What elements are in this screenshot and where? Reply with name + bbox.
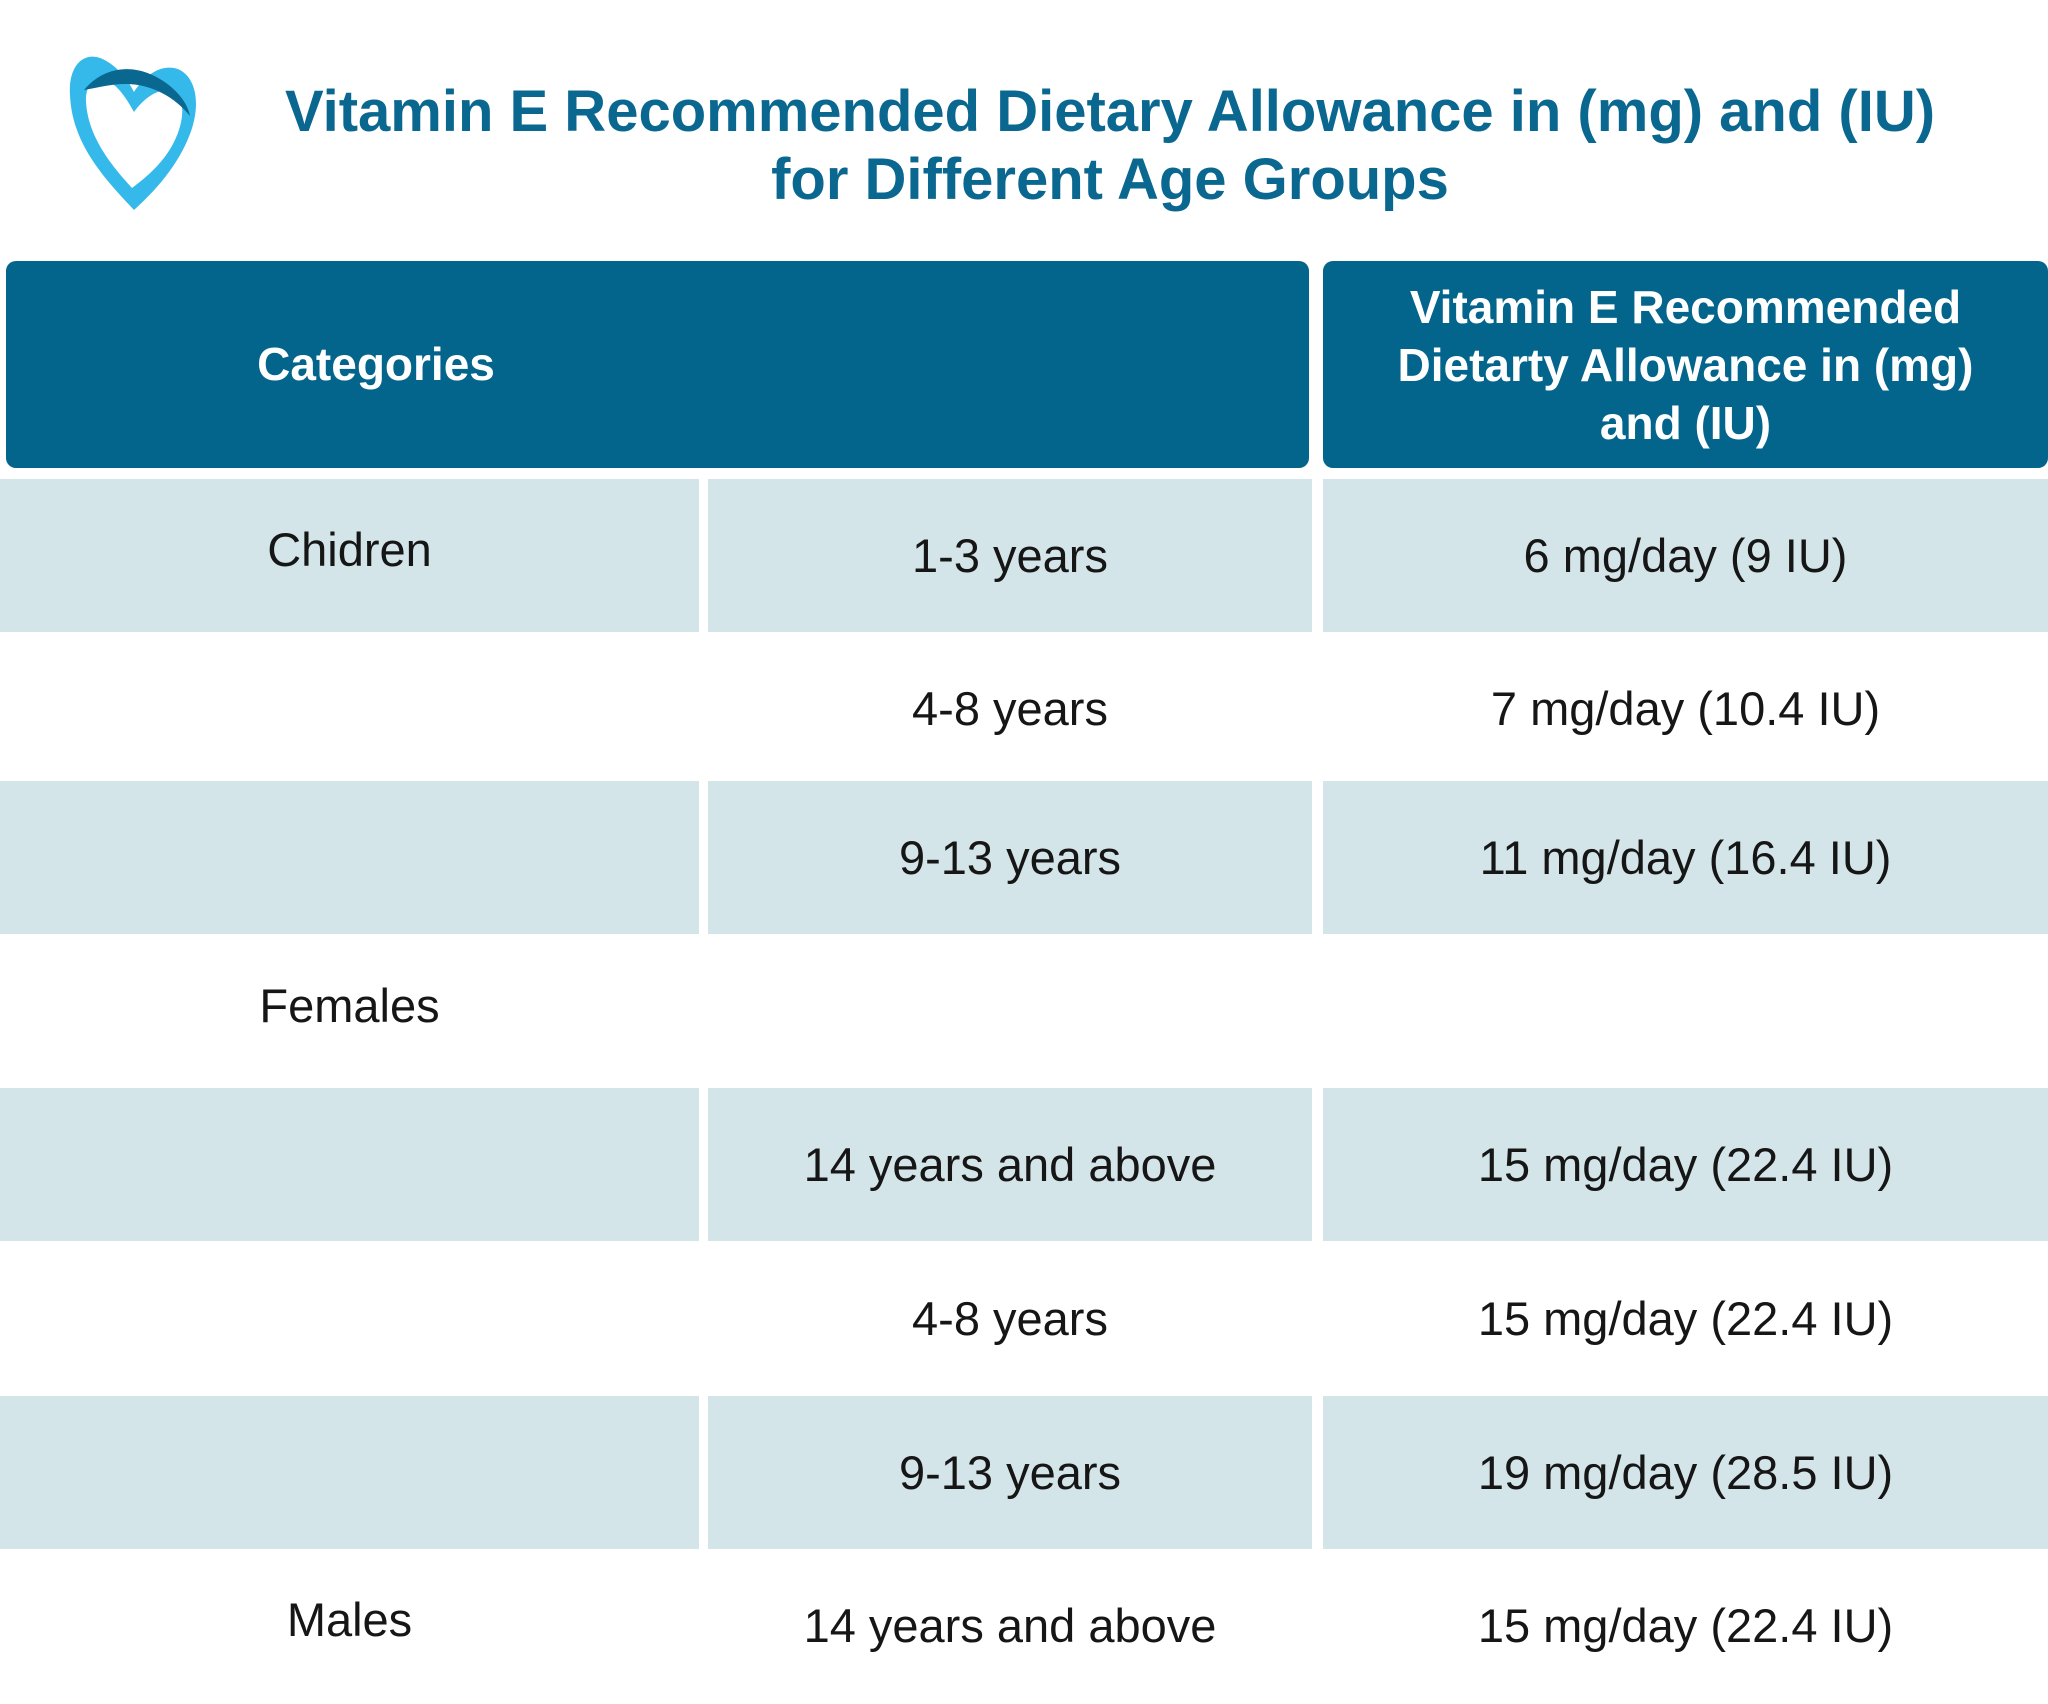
age-group-cell: 14 years and above [708,1088,1312,1241]
table-row: 9-13 years 19 mg/day (28.5 IU) [0,1396,2048,1549]
age-group-cell: 4-8 years [912,682,1108,735]
table-row: Males 14 years and above 15 mg/day (22.4… [0,1549,2048,1702]
category-cell: Males [0,1549,699,1702]
title-line-2: for Different Age Groups [771,147,1449,212]
rda-value-cell: 15 mg/day (22.4 IU) [1477,1292,1894,1345]
age-group-cell: 4-8 years [912,1292,1108,1345]
header-categories: Categories [6,261,1309,468]
rda-value-cell: 6 mg/day (9 IU) [1323,479,2048,632]
category-cell [0,781,699,934]
rda-value-cell: 15 mg/day (22.4 IU) [1323,1088,2048,1241]
category-text: Chidren [267,523,432,576]
category-cell: Females [0,935,699,1088]
header-categories-label: Categories [257,338,495,390]
category-cell [0,1396,699,1549]
heart-shield-logo-icon [69,56,196,211]
rda-value-cell: 15 mg/day (22.4 IU) [1477,1599,1894,1652]
age-group-cell: 9-13 years [708,781,1312,934]
age-group-cell: 1-3 years [708,479,1312,632]
rda-value-cell: 7 mg/day (10.4 IU) [1490,682,1881,735]
category-cell [0,1242,699,1395]
age-group-cell: 9-13 years [708,1396,1312,1549]
table-row: 4-8 years 15 mg/day (22.4 IU) [0,1242,2048,1395]
table-row: 4-8 years 7 mg/day (10.4 IU) [0,632,2048,785]
rda-value-cell: 19 mg/day (28.5 IU) [1323,1396,2048,1549]
title-line-1: Vitamin E Recommended Dietary Allowance … [284,79,1936,144]
header-rda-line-1: Vitamin E Recommended [1409,280,1962,333]
table-row: Chidren 1-3 years 6 mg/day (9 IU) [0,479,2048,632]
table-row: 14 years and above 15 mg/day (22.4 IU) [0,1088,2048,1241]
category-cell [0,1088,699,1241]
rda-value-cell: 11 mg/day (16.4 IU) [1323,781,2048,934]
category-cell [0,632,699,785]
header-rda: Vitamin E Recommended Dietarty Allowance… [1323,261,2048,468]
table-row: Females [0,935,2048,1088]
header-rda-line-3: and (IU) [1599,396,1772,449]
header-rda-line-2: Dietarty Allowance in (mg) [1397,338,1974,391]
age-group-cell [708,935,1312,1088]
rda-value-cell [1323,935,2048,1088]
category-text: Males [286,1593,413,1646]
category-text: Females [259,979,440,1032]
category-cell: Chidren [0,479,699,632]
table-row: 9-13 years 11 mg/day (16.4 IU) [0,781,2048,934]
page-title: Vitamin E Recommended Dietary Allowance … [230,78,1990,214]
age-group-cell: 14 years and above [803,1599,1217,1652]
